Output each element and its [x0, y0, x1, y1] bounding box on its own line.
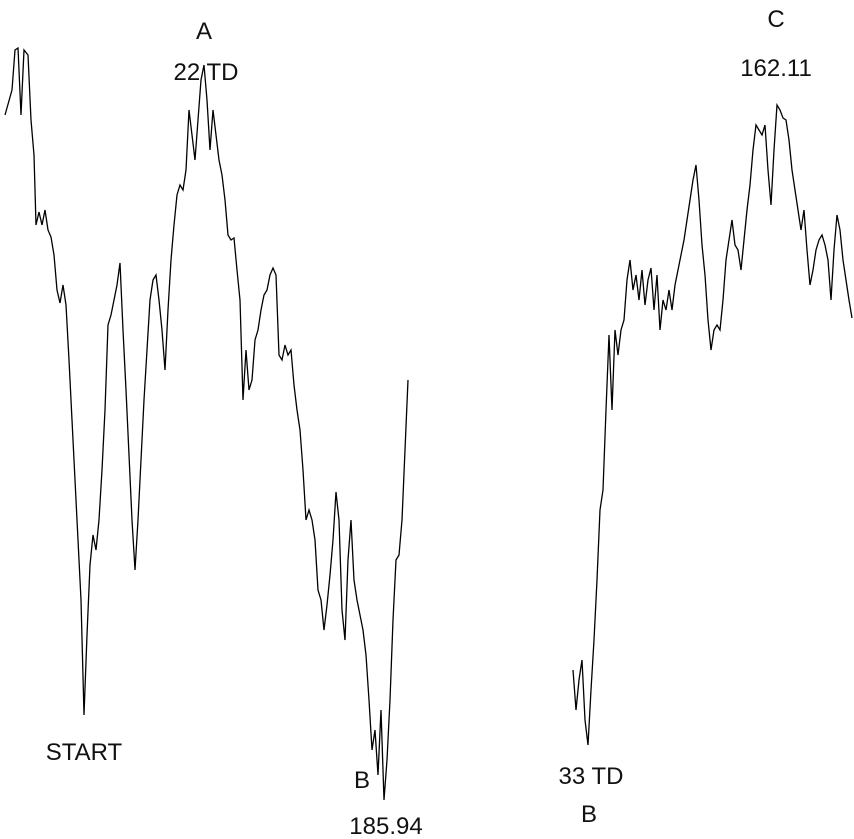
price-line-segment-2	[572, 102, 853, 746]
point-b2-value: 33 TD	[559, 763, 624, 790]
point-b2-label: B	[581, 801, 597, 828]
start-label: START	[46, 739, 123, 766]
price-line-segment-1	[4, 46, 409, 801]
point-b1-label: B	[354, 767, 370, 794]
annotation-layer: A 22 TD START B 185.94 33 TD B C 162.11	[46, 6, 812, 839]
point-a-value: 22 TD	[174, 59, 239, 86]
point-c-label: C	[767, 6, 784, 33]
point-c-value: 162.11	[740, 55, 812, 82]
point-a-label: A	[196, 18, 212, 45]
series-layer	[4, 46, 853, 801]
point-b1-value: 185.94	[349, 813, 422, 839]
